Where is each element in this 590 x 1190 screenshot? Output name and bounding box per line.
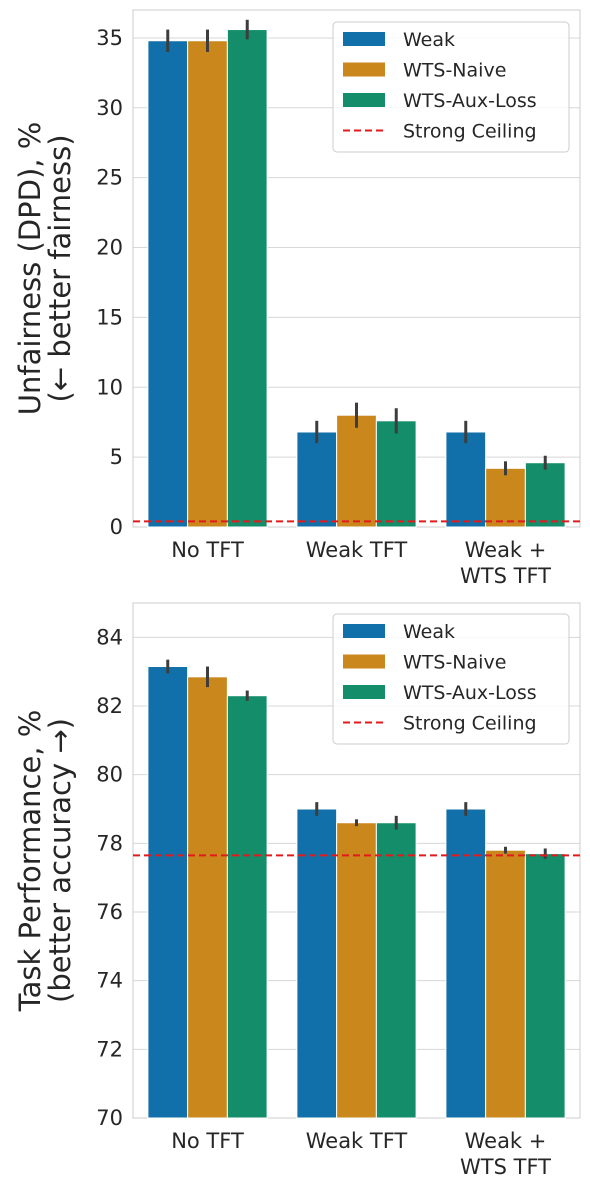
legend-label: WTS-Naive	[403, 60, 506, 82]
bar	[296, 431, 338, 528]
legend: Weak WTS-Naive WTS-Aux-Loss Strong Ceiling	[332, 613, 570, 745]
y-tick-label: 30	[96, 96, 123, 120]
bar	[226, 695, 268, 1119]
x-tick-label: Weak TFT	[306, 1129, 408, 1153]
y-tick-label: 84	[96, 625, 123, 649]
chart-2: 70 72 74 76 78 80 82 84 No TFT Weak TFT Weak +WTS …	[13, 602, 581, 1179]
x-tick-label: No TFT	[171, 1129, 244, 1153]
bar	[445, 808, 487, 1119]
bar	[485, 849, 526, 1119]
y-tick-label: 25	[96, 166, 123, 190]
bar	[485, 467, 526, 528]
legend-swatch	[343, 654, 385, 669]
y-axis-label: Task Performance, %	[13, 710, 47, 1013]
legend-label: WTS-Naive	[403, 652, 506, 674]
x-tick-label: Weak +	[465, 1129, 547, 1153]
y-tick-label: 80	[96, 763, 123, 787]
legend-swatch	[343, 62, 385, 77]
y-axis-label: Unfairness (DPD), %	[13, 122, 47, 415]
bar	[336, 414, 377, 528]
bar	[375, 420, 417, 528]
y-tick-label: 35	[96, 26, 123, 50]
bar	[445, 431, 487, 528]
legend-swatch	[343, 685, 385, 699]
y-tick-label: 0	[110, 515, 123, 539]
y-axis-label: (better accuracy →)	[43, 718, 77, 1003]
legend-swatch	[343, 32, 385, 46]
y-tick-label: 74	[96, 969, 123, 993]
x-tick-label: Weak TFT	[306, 538, 408, 562]
legend-label: WTS-Aux-Loss	[403, 682, 537, 704]
chart-1: 0 5 10 15 20 25 30 35 No TFT Weak TFT Weak +WTS TF…	[13, 9, 581, 588]
x-tick-label: WTS TFT	[460, 564, 551, 588]
y-tick-label: 82	[96, 694, 123, 718]
bar	[187, 676, 228, 1119]
y-tick-label: 70	[96, 1106, 123, 1130]
x-tick-label: Weak +	[465, 538, 547, 562]
x-tick-label: WTS TFT	[460, 1155, 551, 1179]
legend-label: Strong Ceiling	[403, 713, 537, 735]
legend: Weak WTS-Naive WTS-Aux-Loss Strong Ceiling	[332, 21, 570, 153]
legend-label: Strong Ceiling	[403, 121, 537, 143]
bar	[524, 853, 566, 1119]
legend-swatch	[343, 93, 385, 107]
y-tick-label: 15	[96, 305, 123, 329]
bar	[226, 29, 268, 528]
legend-label: WTS-Aux-Loss	[403, 90, 537, 112]
y-tick-label: 10	[96, 375, 123, 399]
y-tick-label: 20	[96, 236, 123, 260]
bar	[147, 666, 189, 1119]
legend-label: Weak	[403, 29, 455, 51]
x-tick-label: No TFT	[171, 538, 244, 562]
bar	[336, 822, 377, 1119]
legend-box	[332, 613, 570, 745]
legend-box	[332, 21, 570, 153]
y-tick-label: 72	[96, 1037, 123, 1061]
legend-swatch	[343, 624, 385, 638]
bar	[147, 40, 189, 528]
legend-label: Weak	[403, 621, 455, 643]
bar	[375, 822, 417, 1119]
bar	[187, 40, 228, 528]
y-tick-label: 78	[96, 831, 123, 855]
bar	[524, 462, 566, 528]
y-tick-label: 5	[110, 445, 123, 469]
y-tick-label: 76	[96, 900, 123, 924]
y-axis-label: (← better fairness)	[43, 134, 77, 402]
